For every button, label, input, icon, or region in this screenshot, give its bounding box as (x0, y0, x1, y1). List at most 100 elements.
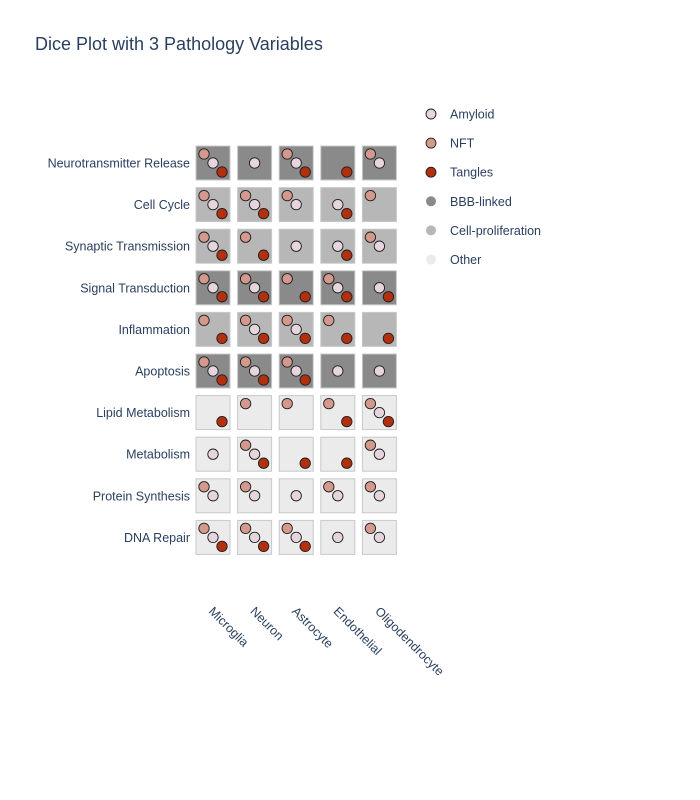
dot-amyloid-synaptic-transmission-astrocyte (290, 240, 302, 252)
y-tick-protein-synthesis: Protein Synthesis (93, 489, 190, 503)
tile-metabolism-endothelial (320, 436, 356, 472)
legend-marker-tangles (425, 166, 437, 178)
y-tick-neurotransmitter-release: Neurotransmitter Release (48, 157, 190, 171)
dot-amyloid-neurotransmitter-release-oligodendrocyte (373, 157, 386, 169)
legend-marker-bbb-linked (426, 196, 436, 207)
y-tick-synaptic-transmission: Synaptic Transmission (65, 240, 190, 254)
dot-nft-synaptic-transmission-neuron (239, 231, 252, 243)
dot-amyloid-protein-synthesis-neuron (248, 490, 261, 502)
dot-tangles-apoptosis-astrocyte (299, 374, 311, 386)
x-tick-astrocyte: Astrocyte (289, 604, 336, 651)
dot-amyloid-protein-synthesis-microglia (207, 490, 219, 502)
dot-nft-cell-cycle-microglia (198, 189, 210, 202)
dot-tangles-signal-transduction-endothelial (341, 291, 353, 303)
dot-nft-cell-cycle-oligodendrocyte (364, 189, 377, 202)
dot-nft-metabolism-oligodendrocyte (364, 439, 377, 451)
dot-nft-inflammation-neuron (239, 314, 252, 327)
dot-tangles-synaptic-transmission-endothelial (341, 249, 353, 261)
dot-amyloid-cell-cycle-neuron (248, 198, 261, 211)
legend-label-tangles: Tangles (450, 166, 493, 180)
dot-amyloid-apoptosis-astrocyte (290, 365, 302, 377)
dot-amyloid-metabolism-oligodendrocyte (373, 448, 386, 460)
dot-nft-inflammation-endothelial (323, 314, 335, 327)
dot-tangles-inflammation-neuron (257, 332, 270, 345)
dot-tangles-lipid-metabolism-endothelial (341, 415, 353, 428)
dot-tangles-metabolism-endothelial (341, 457, 353, 469)
dot-amyloid-lipid-metabolism-oligodendrocyte (373, 406, 386, 419)
dot-tangles-inflammation-astrocyte (299, 332, 311, 345)
dot-amyloid-dna-repair-microglia (207, 531, 219, 544)
dot-tangles-inflammation-endothelial (341, 332, 353, 345)
dot-nft-dna-repair-astrocyte (281, 522, 293, 535)
dot-nft-lipid-metabolism-astrocyte (281, 397, 293, 410)
dot-amyloid-apoptosis-microglia (207, 365, 219, 377)
dot-amyloid-inflammation-astrocyte (290, 323, 302, 336)
dot-amyloid-apoptosis-oligodendrocyte (373, 365, 386, 377)
dot-amyloid-dna-repair-endothelial (332, 531, 344, 544)
dot-tangles-lipid-metabolism-microglia (216, 415, 228, 428)
dot-tangles-signal-transduction-microglia (216, 291, 228, 303)
dot-nft-lipid-metabolism-endothelial (323, 397, 335, 410)
dot-amyloid-apoptosis-endothelial (332, 365, 344, 377)
dot-nft-protein-synthesis-neuron (239, 481, 252, 493)
dot-tangles-inflammation-microglia (216, 332, 228, 345)
dot-amyloid-dna-repair-oligodendrocyte (373, 531, 386, 544)
dot-amyloid-protein-synthesis-astrocyte (290, 490, 302, 502)
legend-label-other: Other (450, 253, 481, 267)
dot-nft-lipid-metabolism-oligodendrocyte (364, 397, 377, 410)
dot-nft-neurotransmitter-release-astrocyte (281, 148, 293, 160)
y-tick-apoptosis: Apoptosis (135, 365, 190, 379)
legend-label-bbb-linked: BBB-linked (450, 195, 512, 209)
dot-tangles-synaptic-transmission-microglia (216, 249, 228, 261)
dot-amyloid-cell-cycle-endothelial (332, 198, 344, 211)
legend-marker-other (426, 254, 436, 265)
dot-tangles-neurotransmitter-release-endothelial (341, 166, 353, 178)
dot-nft-apoptosis-astrocyte (281, 356, 293, 368)
dot-nft-cell-cycle-astrocyte (281, 189, 293, 202)
dot-amyloid-synaptic-transmission-microglia (207, 240, 219, 252)
dot-tangles-cell-cycle-neuron (257, 207, 270, 220)
dot-tangles-synaptic-transmission-neuron (257, 249, 270, 261)
dot-amyloid-neurotransmitter-release-neuron (248, 157, 261, 169)
legend-label-amyloid: Amyloid (450, 108, 495, 122)
dot-nft-synaptic-transmission-oligodendrocyte (364, 231, 377, 243)
dot-tangles-metabolism-astrocyte (299, 457, 311, 469)
legend-marker-amyloid (425, 108, 437, 120)
dot-tangles-lipid-metabolism-oligodendrocyte (382, 415, 395, 428)
dot-amyloid-protein-synthesis-oligodendrocyte (373, 490, 386, 502)
dot-tangles-signal-transduction-astrocyte (299, 291, 311, 303)
dot-amyloid-signal-transduction-oligodendrocyte (373, 282, 386, 294)
tile-lipid-metabolism-astrocyte (278, 395, 314, 431)
dot-tangles-cell-cycle-microglia (216, 207, 228, 220)
dot-amyloid-dna-repair-astrocyte (290, 531, 302, 544)
dot-nft-protein-synthesis-endothelial (323, 481, 335, 493)
dot-tangles-signal-transduction-oligodendrocyte (382, 291, 395, 303)
dot-amyloid-signal-transduction-endothelial (332, 282, 344, 294)
dot-nft-lipid-metabolism-neuron (239, 397, 252, 410)
dot-amyloid-neurotransmitter-release-astrocyte (290, 157, 302, 169)
dot-nft-synaptic-transmission-microglia (198, 231, 210, 243)
dot-nft-neurotransmitter-release-oligodendrocyte (364, 148, 377, 160)
dot-amyloid-synaptic-transmission-oligodendrocyte (373, 240, 386, 252)
dot-nft-signal-transduction-neuron (239, 273, 252, 285)
dot-amyloid-cell-cycle-microglia (207, 198, 219, 211)
dot-nft-signal-transduction-microglia (198, 273, 210, 285)
y-tick-dna-repair: DNA Repair (124, 531, 190, 545)
dot-nft-inflammation-microglia (198, 314, 210, 327)
x-tick-oligodendrocyte: Oligodendrocyte (372, 604, 446, 678)
y-tick-signal-transduction: Signal Transduction (80, 281, 190, 295)
dot-nft-protein-synthesis-oligodendrocyte (364, 481, 377, 493)
dot-tangles-neurotransmitter-release-microglia (216, 166, 228, 178)
x-tick-microglia: Microglia (206, 604, 251, 649)
dot-amyloid-dna-repair-neuron (248, 531, 261, 544)
dot-amyloid-signal-transduction-neuron (248, 282, 261, 294)
chart-title: Dice Plot with 3 Pathology Variables (35, 34, 323, 54)
dot-nft-signal-transduction-endothelial (323, 273, 335, 285)
dot-tangles-inflammation-oligodendrocyte (382, 332, 395, 345)
y-tick-lipid-metabolism: Lipid Metabolism (96, 406, 190, 420)
dot-amyloid-neurotransmitter-release-microglia (207, 157, 219, 169)
dot-tangles-cell-cycle-endothelial (341, 207, 353, 220)
dot-tangles-apoptosis-neuron (257, 374, 270, 386)
